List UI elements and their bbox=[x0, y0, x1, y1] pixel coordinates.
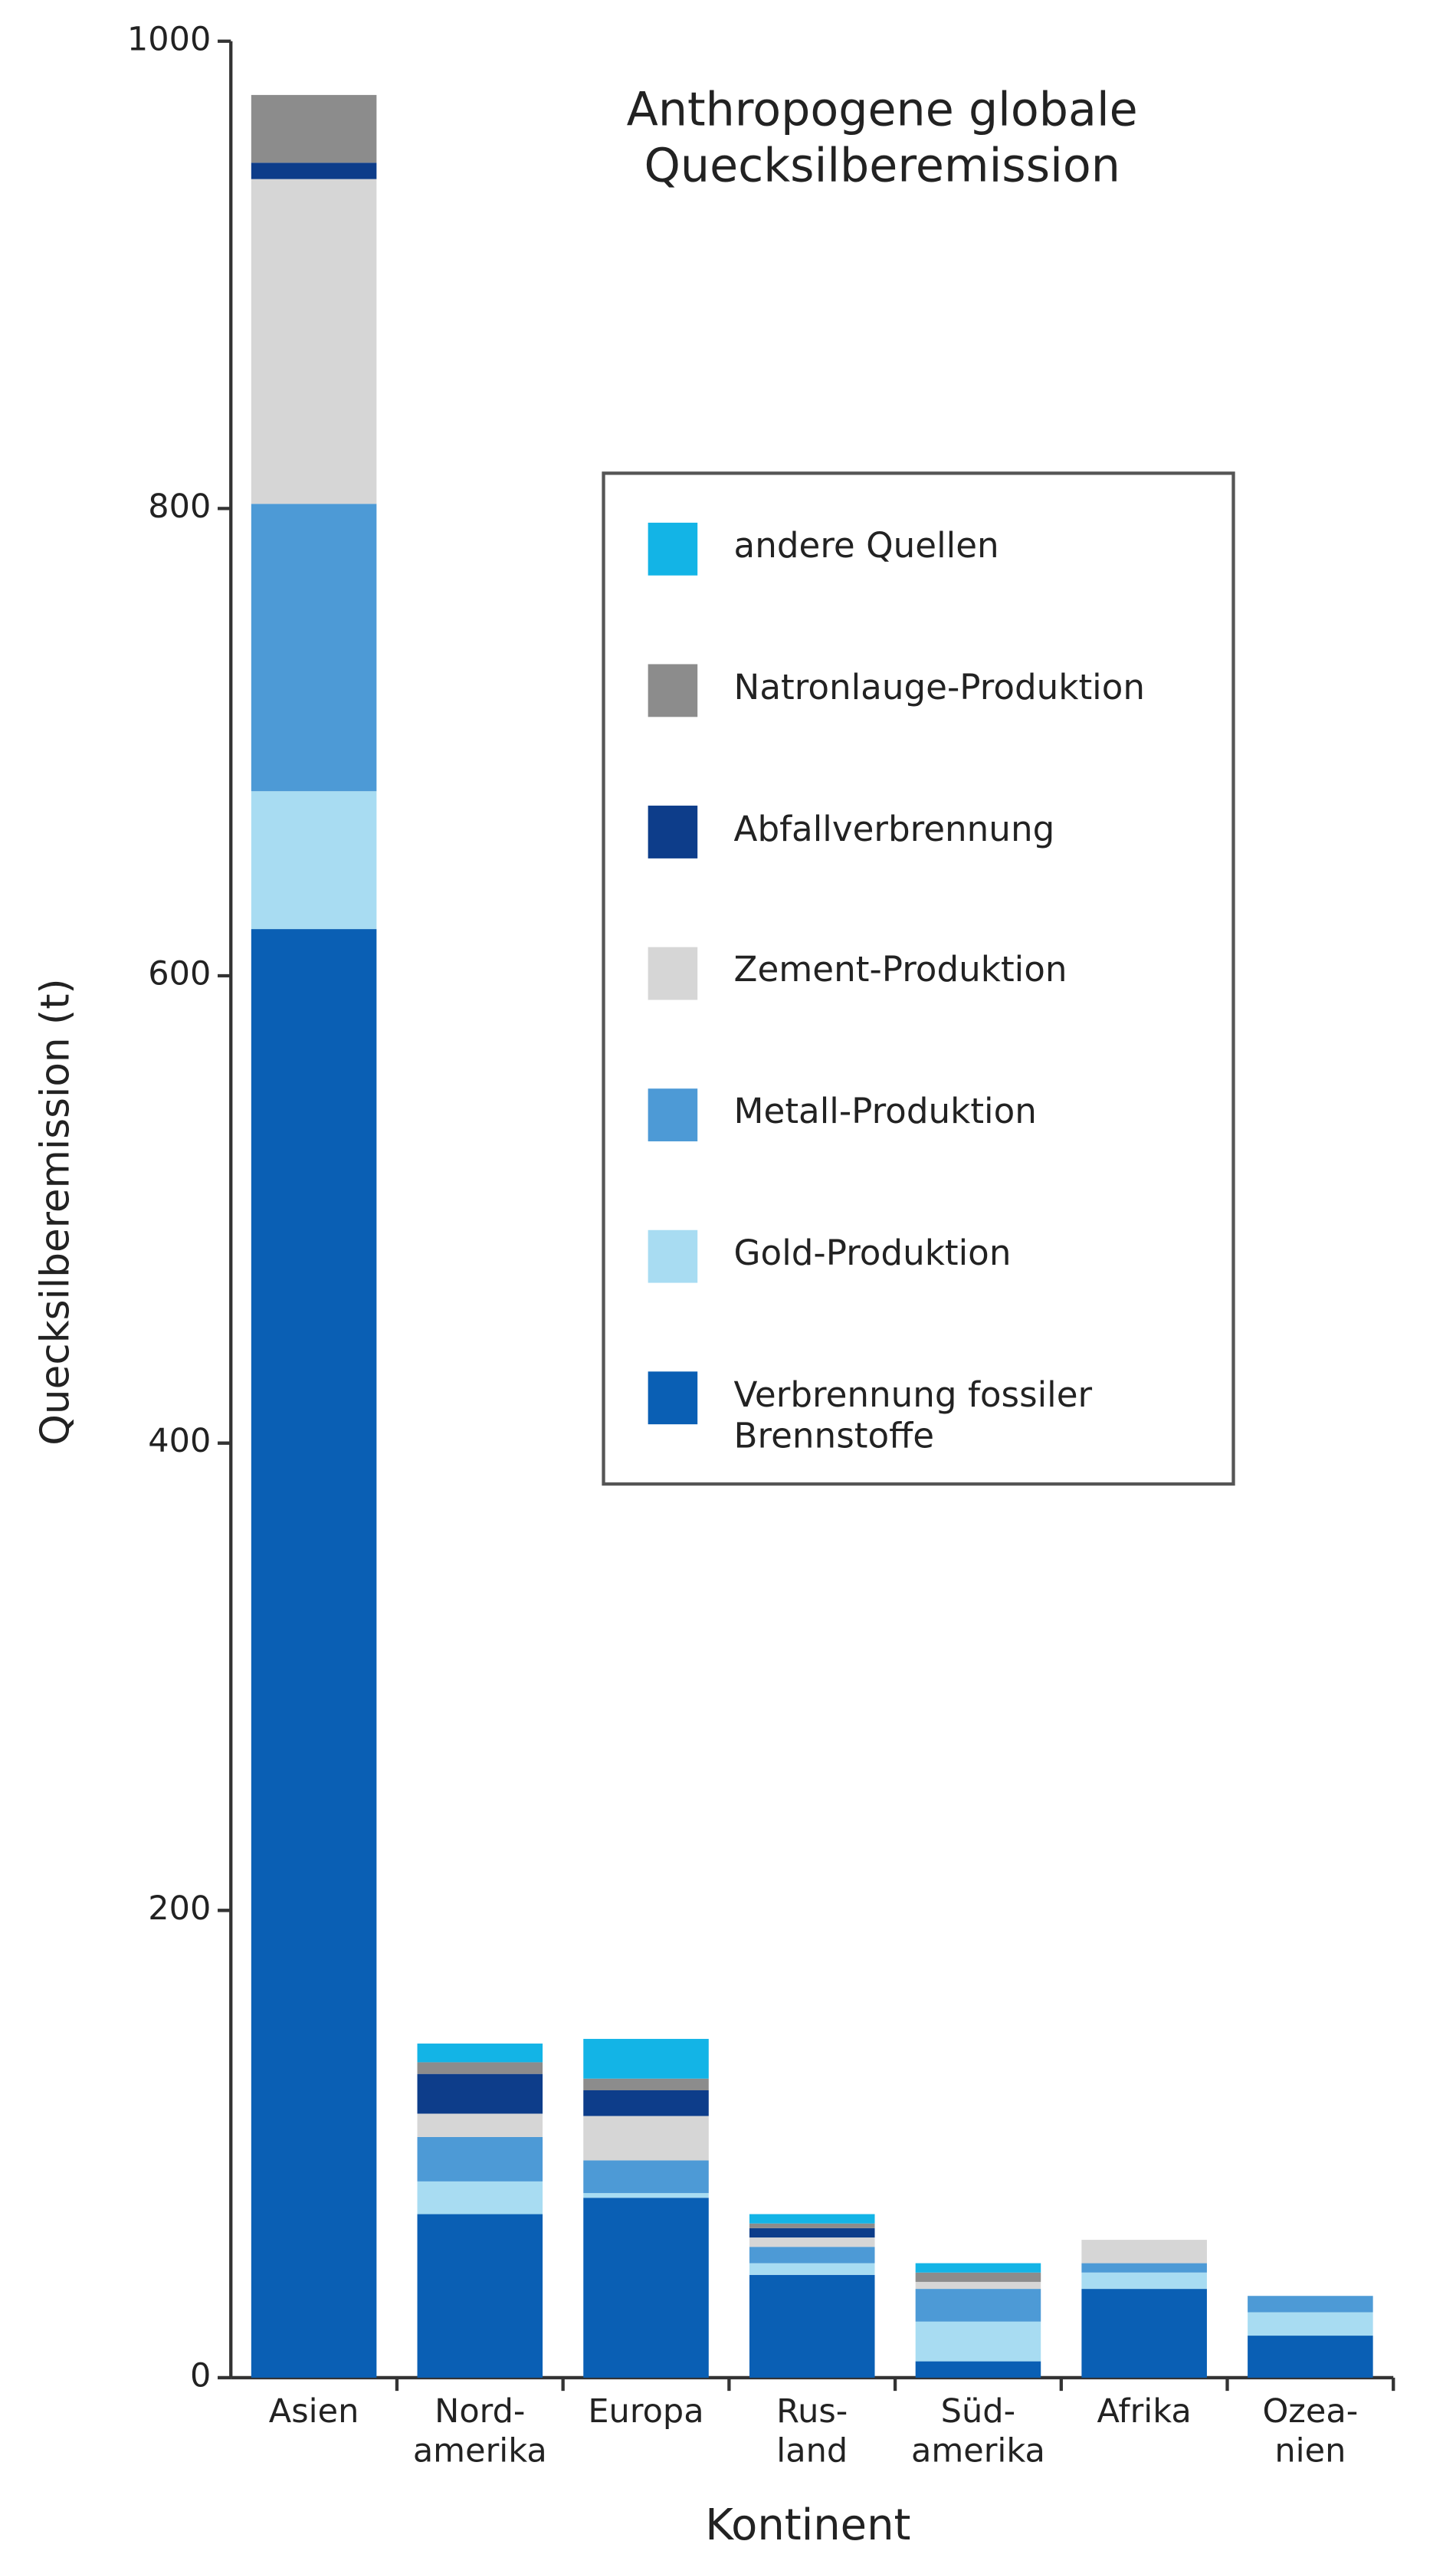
bar-segment bbox=[583, 2198, 709, 2378]
legend-label: Verbrennung fossiler Brennstoffe bbox=[733, 1374, 1093, 1456]
bar-segment bbox=[417, 2214, 543, 2378]
bar-segment bbox=[251, 163, 377, 179]
title-box: Anthropogene globale Quecksilberemission bbox=[626, 82, 1138, 192]
y-tick-label: 400 bbox=[148, 1422, 211, 1460]
bar-segment bbox=[915, 2263, 1041, 2273]
bar-segment bbox=[583, 2193, 709, 2198]
x-tick-label: Süd- amerika bbox=[910, 2391, 1045, 2470]
legend-swatch bbox=[648, 806, 698, 858]
chart-title: Anthropogene globale Quecksilberemission bbox=[626, 82, 1138, 192]
legend-swatch bbox=[648, 664, 698, 717]
bar-segment bbox=[1081, 2240, 1207, 2264]
bar-segment bbox=[417, 2113, 543, 2137]
x-tick-label-box: Nord- amerika bbox=[412, 2391, 547, 2470]
x-tick-label-box: Ozea- nien bbox=[1262, 2391, 1359, 2470]
bar-segment bbox=[417, 2181, 543, 2214]
bar-segment bbox=[1081, 2263, 1207, 2273]
legend-label-box: Gold-Produktion bbox=[733, 1233, 1012, 1273]
bar-segment bbox=[915, 2361, 1041, 2378]
bar-segment bbox=[583, 2116, 709, 2161]
legend-label-box: Zement-Produktion bbox=[733, 950, 1067, 990]
x-tick-label-box: Süd- amerika bbox=[910, 2391, 1045, 2470]
x-tick-label: Afrika bbox=[1097, 2391, 1192, 2431]
legend-swatch bbox=[648, 1088, 698, 1142]
bar-segment bbox=[1248, 2336, 1373, 2378]
bar-segment bbox=[251, 791, 377, 930]
x-tick-label: Europa bbox=[588, 2391, 704, 2431]
x-tick-label-box: Asien bbox=[268, 2391, 359, 2431]
bar-segment bbox=[749, 2274, 875, 2378]
y-tick-label: 600 bbox=[148, 955, 211, 993]
bar-segment bbox=[915, 2289, 1041, 2322]
legend-label: Gold-Produktion bbox=[733, 1233, 1012, 1273]
legend-swatch bbox=[648, 522, 698, 576]
x-tick-label: Rus- land bbox=[776, 2391, 848, 2470]
bar-segment bbox=[749, 2237, 875, 2247]
legend-label-box: andere Quellen bbox=[733, 526, 999, 566]
x-tick-label-box: Europa bbox=[588, 2391, 704, 2431]
x-tick-label-box: Afrika bbox=[1097, 2391, 1192, 2431]
legend-swatch bbox=[648, 1371, 698, 1425]
bar-segment bbox=[1081, 2272, 1207, 2290]
bar-segment bbox=[251, 929, 377, 2378]
legend-label: Abfallverbrennung bbox=[733, 809, 1055, 849]
x-axis-label: Kontinent bbox=[705, 2500, 910, 2550]
legend-label: Natronlauge-Produktion bbox=[733, 667, 1146, 707]
bar-segment bbox=[749, 2227, 875, 2238]
bar-segment bbox=[583, 2160, 709, 2194]
legend-label-box: Abfallverbrennung bbox=[733, 809, 1055, 849]
bar-segment bbox=[915, 2281, 1041, 2290]
legend-label: andere Quellen bbox=[733, 526, 999, 566]
bar-segment bbox=[251, 504, 377, 792]
y-axis-label: Quecksilberemission (t) bbox=[32, 978, 78, 1445]
y-tick-label: 200 bbox=[148, 1889, 211, 1928]
bar-segment bbox=[749, 2247, 875, 2264]
bar-segment bbox=[915, 2272, 1041, 2282]
x-tick-label: Asien bbox=[268, 2391, 359, 2431]
bar-segment bbox=[417, 2062, 543, 2074]
legend-label-box: Verbrennung fossiler Brennstoffe bbox=[733, 1374, 1093, 1456]
legend-label-box: Metall-Produktion bbox=[733, 1092, 1037, 1132]
x-tick-label-box: Rus- land bbox=[776, 2391, 848, 2470]
bar-segment bbox=[1248, 2312, 1373, 2336]
legend-swatch bbox=[648, 1229, 698, 1283]
x-tick-label: Nord- amerika bbox=[412, 2391, 547, 2470]
legend-box bbox=[602, 471, 1235, 1486]
bar-segment bbox=[749, 2263, 875, 2275]
bar-segment bbox=[1248, 2296, 1373, 2313]
legend-swatch bbox=[648, 947, 698, 1000]
x-tick-label: Ozea- nien bbox=[1262, 2391, 1359, 2470]
bar-segment bbox=[749, 2214, 875, 2224]
bar-segment bbox=[417, 2044, 543, 2063]
legend-label-box: Natronlauge-Produktion bbox=[733, 667, 1146, 707]
bar-segment bbox=[251, 179, 377, 504]
bar-segment bbox=[583, 2038, 709, 2079]
bar-segment bbox=[583, 2090, 709, 2116]
bar-segment bbox=[417, 2073, 543, 2114]
bar-segment bbox=[915, 2321, 1041, 2362]
y-tick-label: 1000 bbox=[127, 20, 212, 58]
legend-label: Zement-Produktion bbox=[733, 950, 1067, 990]
bar-segment bbox=[749, 2223, 875, 2228]
bar-segment bbox=[417, 2136, 543, 2182]
bar-segment bbox=[1081, 2289, 1207, 2378]
bar-segment bbox=[583, 2078, 709, 2091]
y-tick-label: 800 bbox=[148, 488, 211, 526]
bar-segment bbox=[251, 94, 377, 163]
y-tick-label: 0 bbox=[190, 2356, 211, 2395]
legend-label: Metall-Produktion bbox=[733, 1092, 1037, 1132]
